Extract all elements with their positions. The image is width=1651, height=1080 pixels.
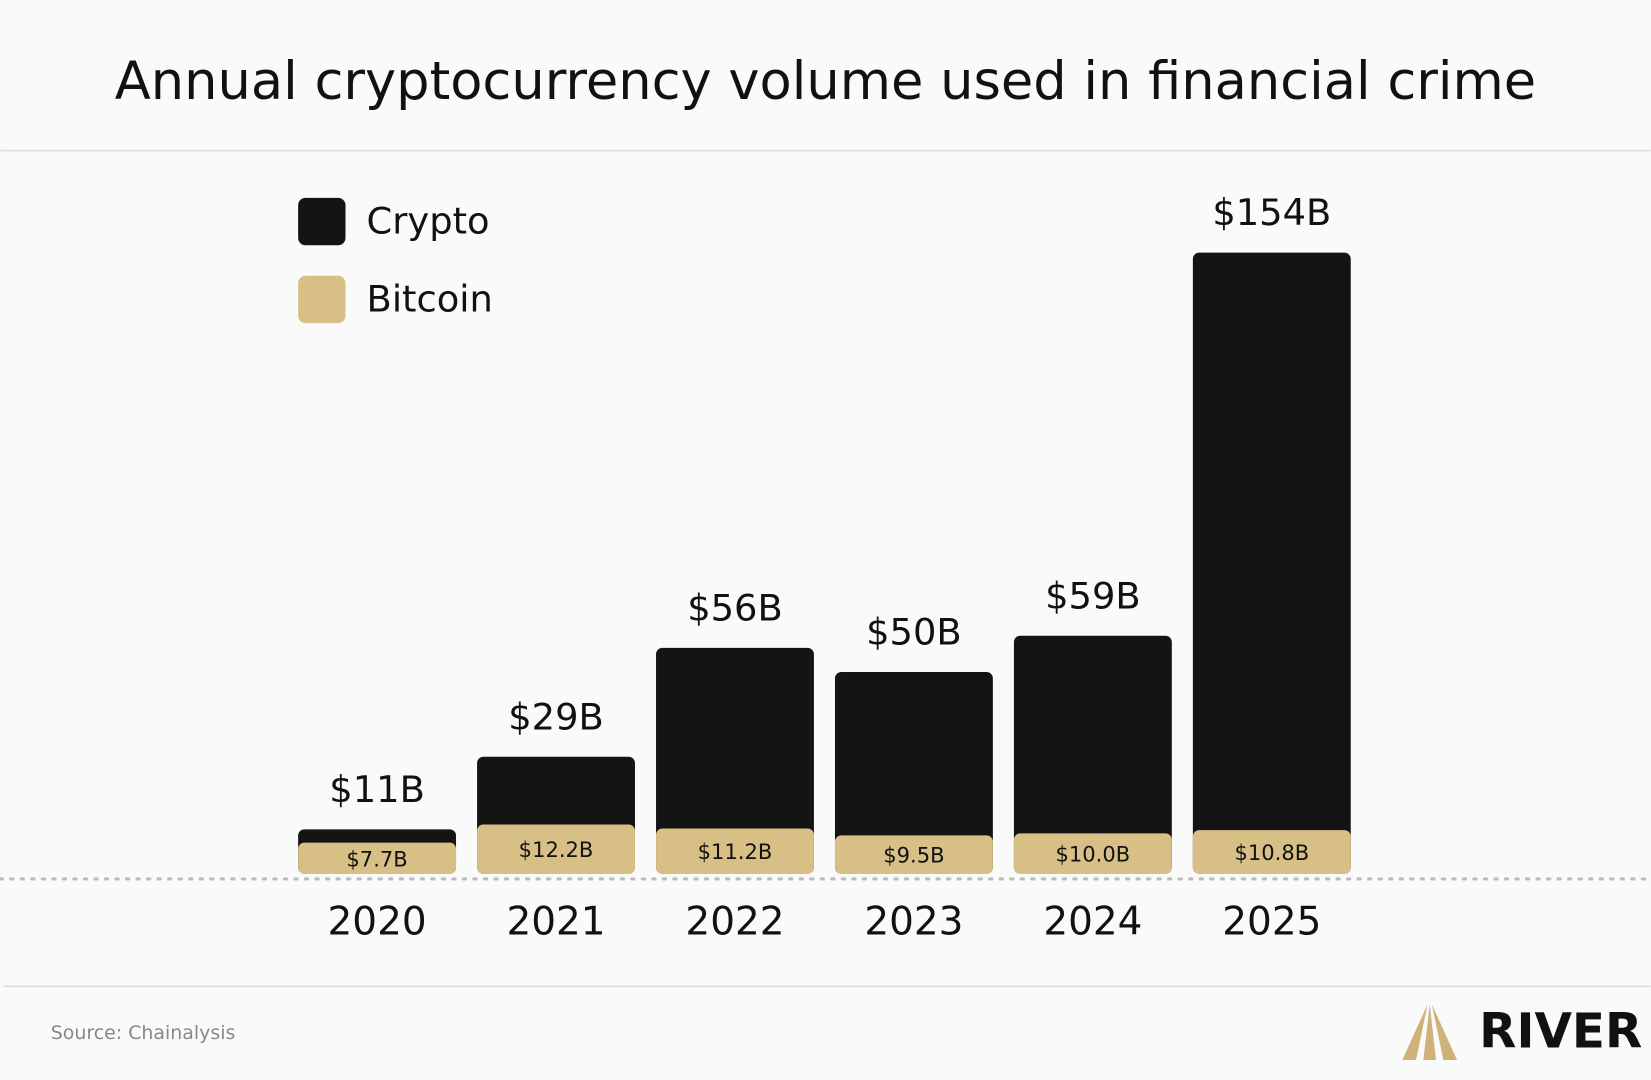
value-label: $50B bbox=[866, 611, 962, 654]
value-label: $11.2B bbox=[698, 839, 773, 864]
source-note: Source: Chainalysis bbox=[51, 1022, 236, 1044]
bar bbox=[834, 672, 993, 874]
bar bbox=[1013, 635, 1172, 874]
chart-title: Annual cryptocurrency volume used in fin… bbox=[115, 51, 1536, 112]
value-label: $154B bbox=[1212, 191, 1331, 234]
bar bbox=[1192, 830, 1351, 874]
legend-swatch bbox=[298, 197, 346, 246]
bar bbox=[834, 835, 993, 874]
value-label: $56B bbox=[687, 586, 783, 629]
x-tick-label: 2024 bbox=[1043, 900, 1142, 945]
value-label: $7.7B bbox=[346, 846, 407, 871]
bar bbox=[298, 842, 457, 874]
value-label: $10.0B bbox=[1056, 842, 1131, 867]
x-tick-label: 2025 bbox=[1222, 900, 1321, 945]
value-label: $11B bbox=[329, 768, 425, 811]
x-tick-label: 2022 bbox=[685, 900, 784, 945]
value-label: $10.8B bbox=[1234, 840, 1309, 865]
bar bbox=[1192, 252, 1351, 874]
value-label: $59B bbox=[1045, 574, 1141, 617]
bar bbox=[1013, 833, 1172, 874]
value-label: $29B bbox=[508, 695, 604, 738]
x-tick-label: 2020 bbox=[328, 900, 427, 945]
logo-icon bbox=[1423, 1004, 1437, 1060]
legend-label: Bitcoin bbox=[367, 278, 493, 321]
value-label: $12.2B bbox=[519, 837, 594, 862]
x-tick-label: 2023 bbox=[864, 900, 963, 945]
value-label: $9.5B bbox=[883, 843, 944, 868]
bar bbox=[477, 824, 635, 874]
bar bbox=[656, 828, 814, 874]
x-tick-label: 2021 bbox=[506, 900, 605, 945]
logo-text: RIVER bbox=[1479, 1004, 1642, 1060]
legend-label: Crypto bbox=[367, 200, 490, 243]
legend-swatch bbox=[298, 275, 346, 324]
bar bbox=[656, 647, 814, 874]
